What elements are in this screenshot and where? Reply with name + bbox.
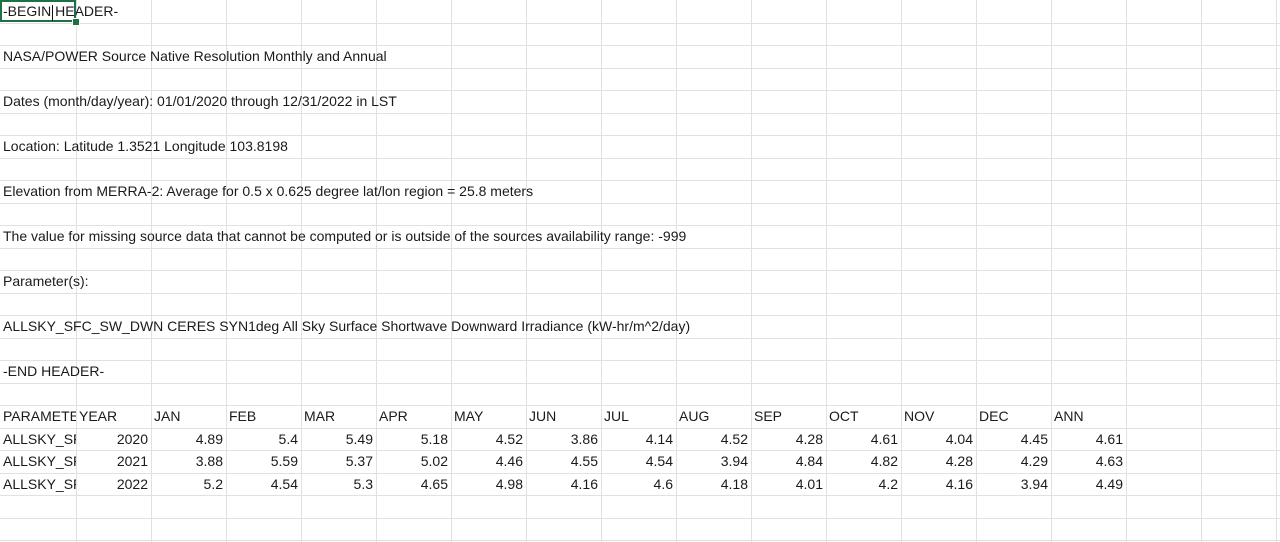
- column-header-cell[interactable]: SEP: [754, 408, 783, 424]
- column-header-cell[interactable]: JAN: [154, 408, 181, 424]
- value-cell[interactable]: 4.84: [795, 453, 823, 469]
- column-header-cell[interactable]: ANN: [1054, 408, 1084, 424]
- value-cell[interactable]: 5.4: [278, 431, 298, 447]
- value-cell[interactable]: 4.6: [653, 476, 673, 492]
- header-line-cell[interactable]: -END HEADER-: [3, 363, 105, 379]
- row-gridline: [0, 540, 1280, 541]
- row-gridline: [0, 270, 1280, 271]
- row-gridline: [0, 518, 1280, 519]
- value-cell[interactable]: 4.82: [870, 453, 898, 469]
- column-header-cell[interactable]: YEAR: [79, 408, 118, 424]
- header-line-cell[interactable]: Location: Latitude 1.3521 Longitude 103.…: [3, 138, 288, 154]
- header-line-cell[interactable]: Dates (month/day/year): 01/01/2020 throu…: [3, 93, 397, 109]
- value-cell[interactable]: 4.16: [945, 476, 973, 492]
- column-header-cell[interactable]: OCT: [829, 408, 859, 424]
- column-header-cell[interactable]: AUG: [679, 408, 710, 424]
- value-cell[interactable]: 4.46: [495, 453, 523, 469]
- value-cell[interactable]: 4.04: [945, 431, 973, 447]
- row-gridline: [0, 203, 1280, 204]
- row-gridline: [0, 360, 1280, 361]
- column-header-cell[interactable]: DEC: [979, 408, 1009, 424]
- row-gridline: [0, 158, 1280, 159]
- row-gridline: [0, 68, 1280, 69]
- year-cell[interactable]: 2022: [116, 476, 148, 492]
- header-line-cell[interactable]: -BEGIN HEADER-: [3, 3, 119, 19]
- value-cell[interactable]: 4.98: [495, 476, 523, 492]
- column-header-cell[interactable]: MAY: [454, 408, 484, 424]
- value-cell[interactable]: 4.01: [795, 476, 823, 492]
- value-cell[interactable]: 4.89: [195, 431, 223, 447]
- header-line-cell[interactable]: Parameter(s):: [3, 273, 89, 289]
- header-line-cell[interactable]: Elevation from MERRA-2: Average for 0.5 …: [3, 183, 534, 199]
- value-cell[interactable]: 4.49: [1095, 476, 1123, 492]
- header-line-cell[interactable]: NASA/POWER Source Native Resolution Mont…: [3, 48, 387, 64]
- value-cell[interactable]: 4.18: [720, 476, 748, 492]
- value-cell[interactable]: 4.2: [878, 476, 898, 492]
- value-cell[interactable]: 4.52: [495, 431, 523, 447]
- row-gridline: [0, 383, 1280, 384]
- value-cell[interactable]: 4.52: [720, 431, 748, 447]
- column-header-cell[interactable]: FEB: [229, 408, 257, 424]
- row-gridline: [0, 338, 1280, 339]
- column-header-cell[interactable]: PARAMETER: [3, 408, 76, 424]
- value-cell[interactable]: 4.61: [870, 431, 898, 447]
- value-cell[interactable]: 4.65: [420, 476, 448, 492]
- value-cell[interactable]: 4.28: [795, 431, 823, 447]
- value-cell[interactable]: 5.37: [345, 453, 373, 469]
- parameter-cell[interactable]: ALLSKY_SFC_SW_DWN: [3, 476, 76, 492]
- column-gridline: [1201, 0, 1202, 542]
- header-line-cell[interactable]: ALLSKY_SFC_SW_DWN CERES SYN1deg All Sky …: [3, 318, 691, 334]
- value-cell[interactable]: 4.54: [270, 476, 298, 492]
- value-cell[interactable]: 5.18: [420, 431, 448, 447]
- header-line-cell[interactable]: The value for missing source data that c…: [3, 228, 687, 244]
- year-cell[interactable]: 2020: [116, 431, 148, 447]
- value-cell[interactable]: 5.2: [203, 476, 223, 492]
- value-cell[interactable]: 5.02: [420, 453, 448, 469]
- row-gridline: [0, 23, 1280, 24]
- row-gridline: [0, 248, 1280, 249]
- year-cell[interactable]: 2021: [116, 453, 148, 469]
- value-cell[interactable]: 3.94: [1020, 476, 1048, 492]
- column-gridline: [1126, 0, 1127, 542]
- value-cell[interactable]: 4.29: [1020, 453, 1048, 469]
- value-cell[interactable]: 3.88: [195, 453, 223, 469]
- value-cell[interactable]: 4.14: [645, 431, 673, 447]
- active-cell-selection[interactable]: [0, 0, 76, 22]
- column-header-cell[interactable]: APR: [379, 408, 408, 424]
- value-cell[interactable]: 4.55: [570, 453, 598, 469]
- parameter-cell[interactable]: ALLSKY_SFC_SW_DWN: [3, 453, 76, 469]
- value-cell[interactable]: 3.94: [720, 453, 748, 469]
- fill-handle[interactable]: [72, 18, 80, 26]
- column-header-cell[interactable]: JUN: [529, 408, 557, 424]
- value-cell[interactable]: 4.61: [1095, 431, 1123, 447]
- value-cell[interactable]: 4.54: [645, 453, 673, 469]
- value-cell[interactable]: 3.86: [570, 431, 598, 447]
- parameter-cell[interactable]: ALLSKY_SFC_SW_DWN: [3, 431, 76, 447]
- column-header-cell[interactable]: JUL: [604, 408, 629, 424]
- value-cell[interactable]: 5.59: [270, 453, 298, 469]
- value-cell[interactable]: 5.3: [353, 476, 373, 492]
- value-cell[interactable]: 4.28: [945, 453, 973, 469]
- row-gridline: [0, 113, 1280, 114]
- column-gridline: [1276, 0, 1277, 542]
- column-header-cell[interactable]: MAR: [304, 408, 336, 424]
- text-cursor: [52, 5, 53, 21]
- value-cell[interactable]: 4.63: [1095, 453, 1123, 469]
- row-gridline: [0, 495, 1280, 496]
- row-gridline: [0, 293, 1280, 294]
- column-header-cell[interactable]: NOV: [904, 408, 935, 424]
- value-cell[interactable]: 5.49: [345, 431, 373, 447]
- value-cell[interactable]: 4.45: [1020, 431, 1048, 447]
- value-cell[interactable]: 4.16: [570, 476, 598, 492]
